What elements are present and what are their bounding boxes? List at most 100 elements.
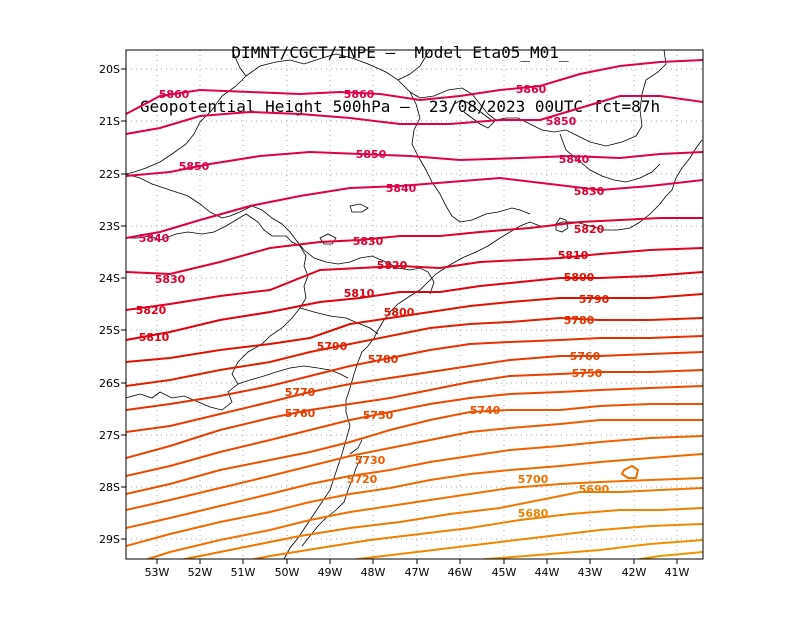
lat-tick-label: 27S: [99, 429, 120, 442]
lat-tick-label: 24S: [99, 272, 120, 285]
contour-line: [126, 176, 703, 239]
state-border-west: [126, 173, 305, 251]
rio-coast-east: [671, 139, 703, 191]
contour-line: [126, 385, 703, 477]
contour-closed-loop: [620, 464, 640, 479]
contour-label: 5780: [368, 353, 399, 366]
state-border-pr: [303, 249, 435, 295]
contour-line: [126, 369, 703, 459]
contour-label: 5860: [159, 88, 190, 101]
contour-label: 5740: [470, 404, 501, 417]
contour-label: 5830: [353, 235, 384, 248]
contour-line: [126, 247, 703, 311]
contour-label: 5850: [546, 115, 577, 128]
coastline-south: [283, 225, 521, 559]
contour-label: 5850: [356, 148, 387, 161]
contour-label: 5860: [344, 88, 375, 101]
lagoon: [301, 439, 363, 547]
contour-line: [126, 59, 703, 115]
contour-label: 5800: [384, 306, 415, 319]
contour-label: 5830: [155, 273, 186, 286]
contour-label: 5860: [516, 83, 547, 96]
contour-line: [126, 419, 703, 511]
contour-label: 5820: [136, 304, 167, 317]
contour-label: 5760: [570, 350, 601, 363]
contour-label: 5790: [317, 340, 348, 353]
contour-label: 5810: [139, 331, 170, 344]
contour-label: 5830: [574, 185, 605, 198]
lake-1: [349, 203, 369, 213]
lon-tick-label: 52W: [188, 566, 213, 579]
contour-label: 5820: [574, 223, 605, 236]
contour-label: 5680: [518, 507, 549, 520]
contour-label: 5850: [179, 160, 210, 173]
country-border: [126, 213, 309, 411]
contour-line: [249, 507, 703, 559]
lat-tick-label: 26S: [99, 377, 120, 390]
contour-line: [126, 271, 703, 341]
axis-ticks: 53W 52W 51W 50W 49W 48W 47W 46W 45W 44W 43W 42W 41W 2…: [99, 63, 690, 579]
plot-frame: [125, 49, 704, 560]
lon-tick-label: 48W: [361, 566, 386, 579]
lon-tick-label: 42W: [622, 566, 647, 579]
contour-label: 5810: [344, 287, 375, 300]
contour-line: [126, 403, 703, 495]
contour-labels: 5860 5860 5860 5850 5850 5850 5840 5840 5840 5830…: [136, 83, 610, 520]
state-border-mg: [397, 50, 667, 147]
lat-tick-label: 20S: [99, 63, 120, 76]
lat-tick-label: 28S: [99, 481, 120, 494]
contour-label: 5750: [572, 367, 603, 380]
contour-line: [126, 217, 703, 276]
contour-label: 5760: [285, 407, 316, 420]
lon-tick-label: 49W: [318, 566, 343, 579]
contour-line: [633, 551, 703, 559]
contour-label: 5780: [564, 314, 595, 327]
lon-tick-label: 45W: [492, 566, 517, 579]
contour-line: [126, 95, 703, 135]
lon-tick-label: 43W: [578, 566, 603, 579]
lon-tick-label: 44W: [535, 566, 560, 579]
contour-line: [349, 523, 703, 559]
contour-lines: [126, 59, 703, 559]
contour-line: [126, 351, 703, 433]
lon-tick-label: 47W: [405, 566, 430, 579]
state-border-sp-rj: [559, 133, 661, 183]
lon-tick-label: 46W: [448, 566, 473, 579]
contour-line: [126, 150, 703, 177]
contour-line: [126, 335, 703, 411]
contour-label: 5820: [377, 259, 408, 272]
contour-label: 5720: [347, 473, 378, 486]
lat-tick-label: 25S: [99, 324, 120, 337]
contour-line: [126, 453, 703, 547]
lon-tick-label: 50W: [275, 566, 300, 579]
contour-label: 5810: [558, 249, 589, 262]
contour-line: [126, 316, 703, 387]
contour-label: 5840: [139, 232, 170, 245]
state-border-rs: [237, 365, 349, 385]
contour-label: 5700: [518, 473, 549, 486]
contour-label: 5730: [355, 454, 386, 467]
lat-tick-label: 29S: [99, 533, 120, 546]
title-line-1: DIMNT/CGCT/INPE – Model Eta05_M01_: [231, 43, 569, 62]
state-border-ne: [245, 53, 531, 223]
contour-label: 5770: [285, 386, 316, 399]
contour-line: [126, 435, 703, 529]
contour-line: [144, 477, 703, 559]
lat-tick-label: 23S: [99, 220, 120, 233]
lat-tick-label: 22S: [99, 168, 120, 181]
state-border-north: [126, 50, 247, 175]
contour-label: 5790: [579, 293, 610, 306]
contour-label: 5840: [559, 153, 590, 166]
contour-label: 5750: [363, 409, 394, 422]
contour-label: 5690: [579, 483, 610, 496]
contour-line: [474, 539, 703, 559]
lon-tick-label: 51W: [231, 566, 256, 579]
lon-tick-label: 41W: [665, 566, 690, 579]
lat-tick-label: 21S: [99, 115, 120, 128]
bay-guanabara: [555, 217, 569, 233]
lon-tick-label: 53W: [145, 566, 170, 579]
state-border-sc: [299, 307, 379, 335]
contour-label: 5800: [564, 271, 595, 284]
contour-line: [179, 487, 703, 559]
